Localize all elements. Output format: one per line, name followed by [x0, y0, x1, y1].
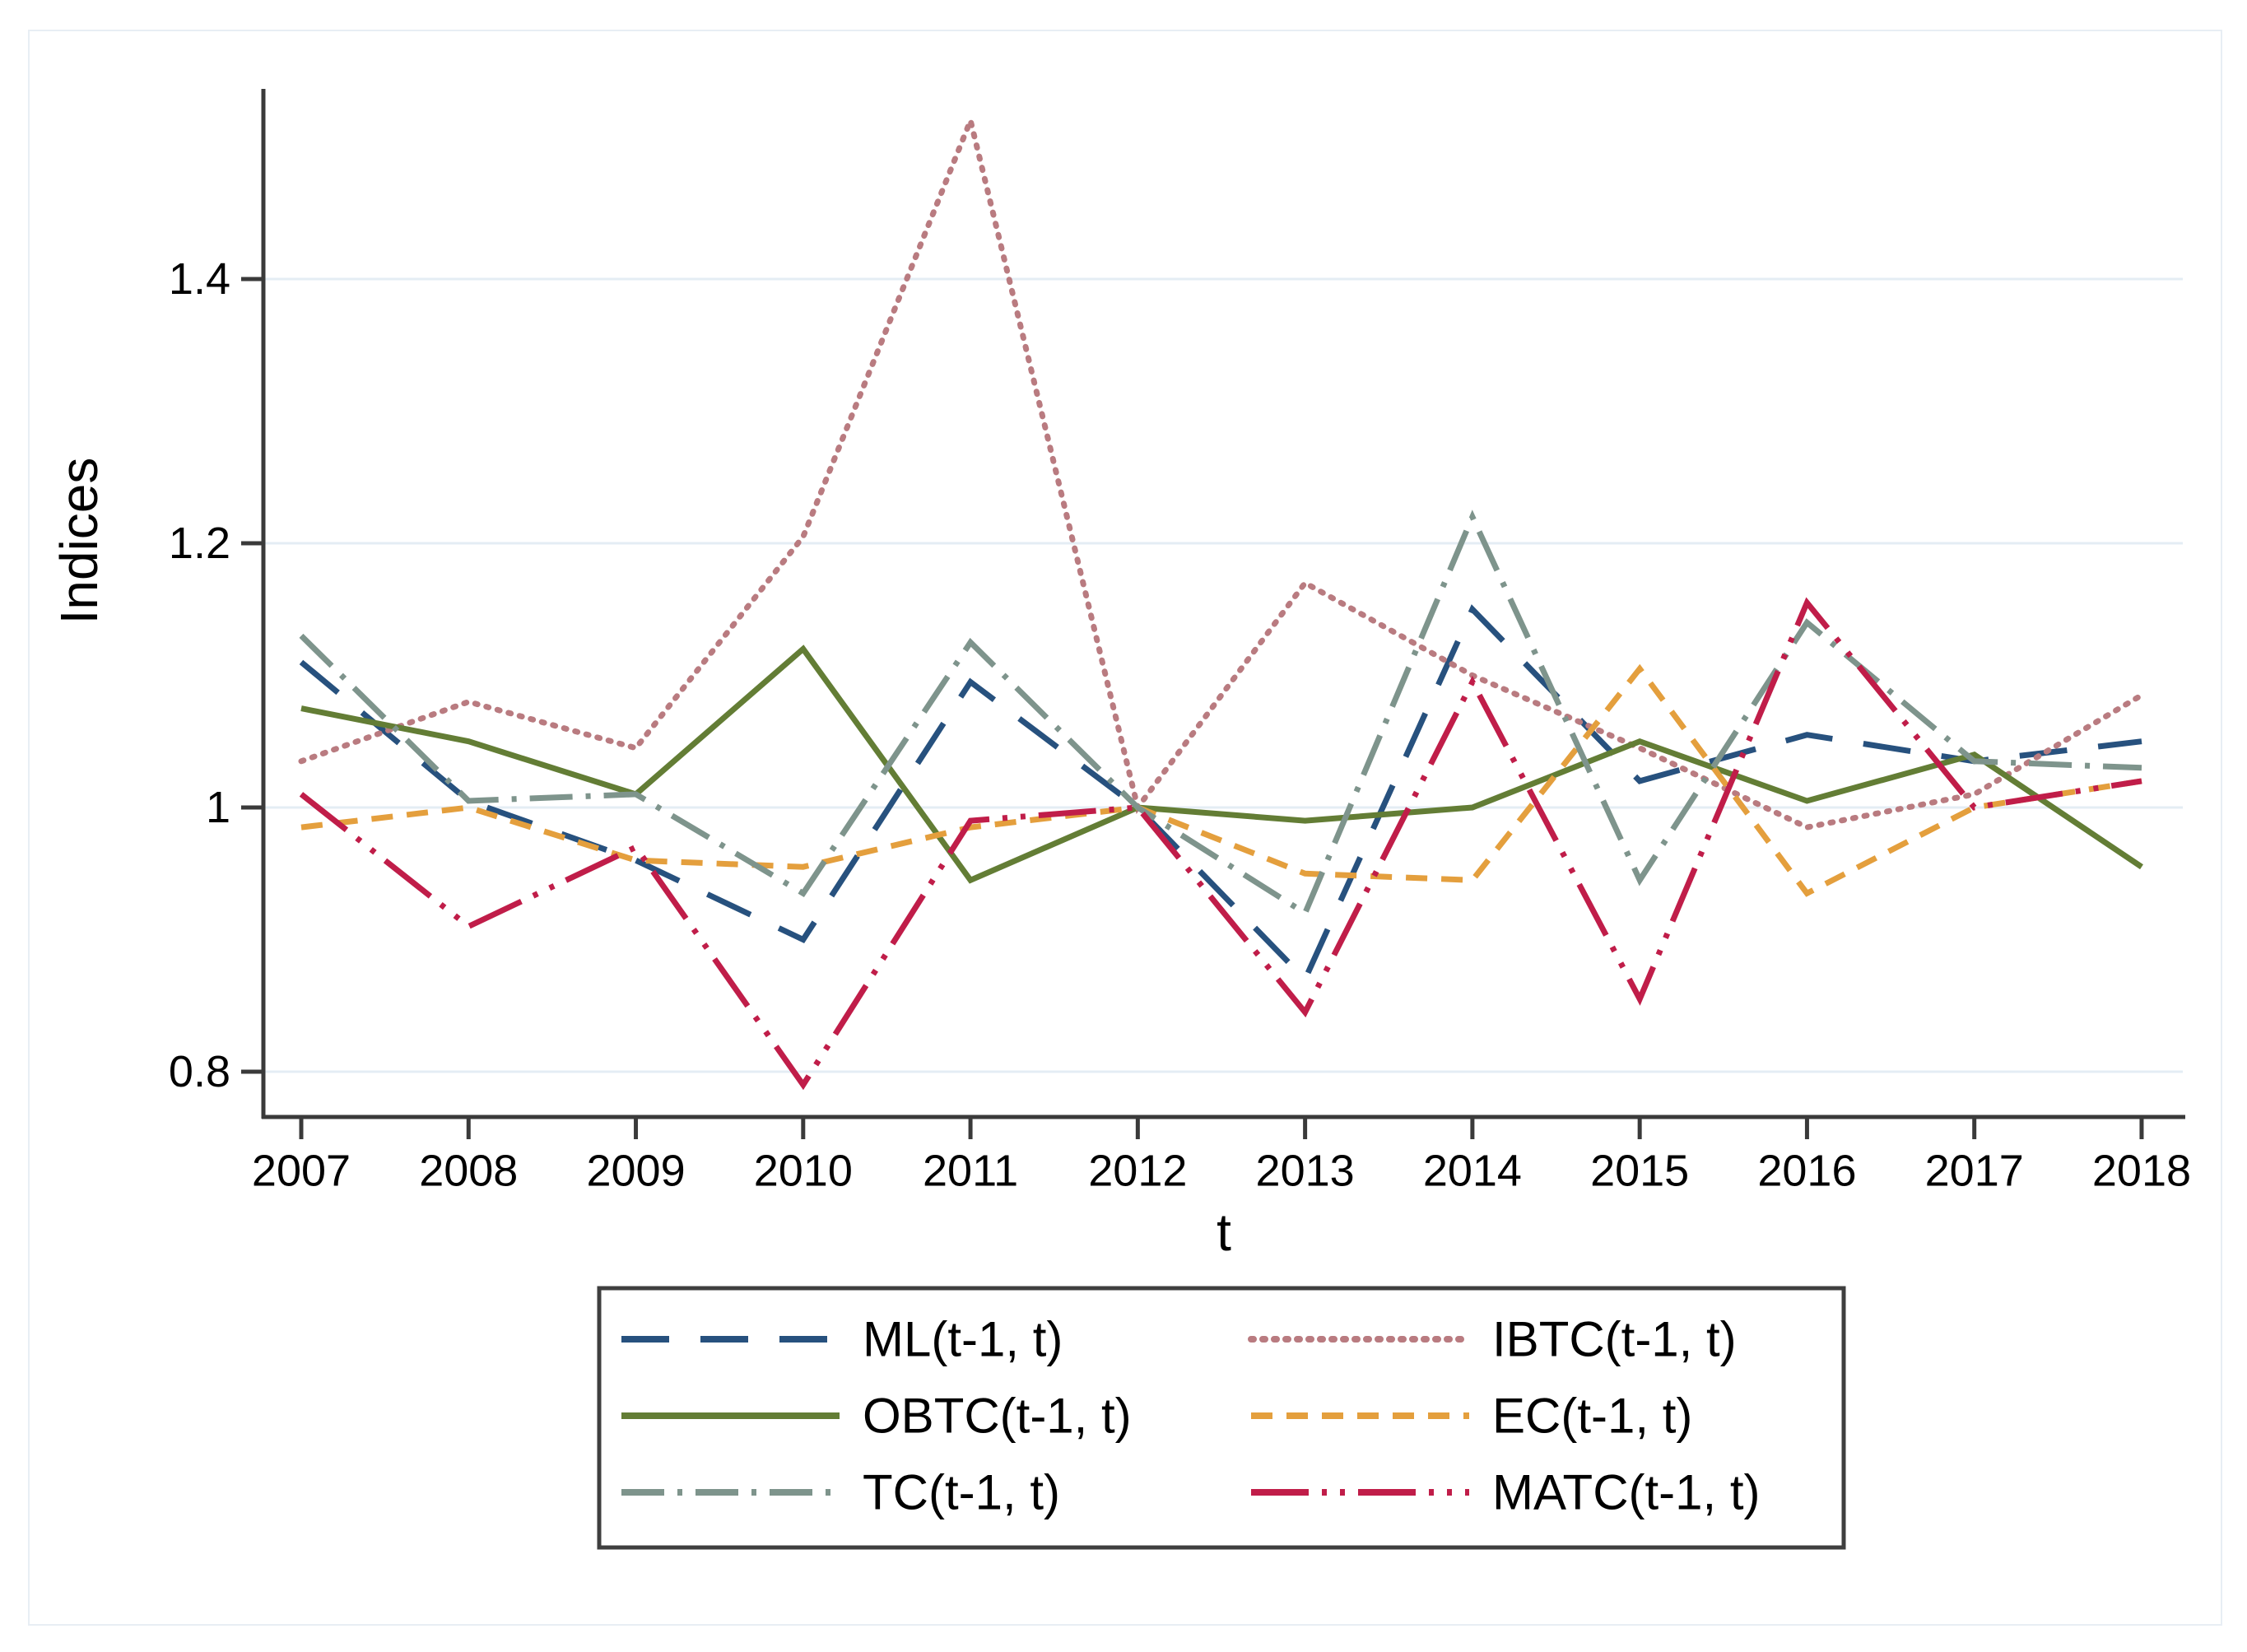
legend: ML(t-1, t) OBTC(t-1, t) TC(t-1, t) IBTC(t-1… [597, 1286, 1846, 1550]
x-tick-label-2014: 2014 [1423, 1146, 1522, 1195]
series-line-ibtc [298, 110, 2145, 831]
y-tick-label-1.2: 1.2 [169, 519, 230, 568]
legend-label-ibtc: IBTC(t-1, t) [1492, 1312, 1737, 1367]
x-tick-label-2012: 2012 [1088, 1146, 1187, 1195]
x-axis-title: t [1217, 1203, 1231, 1262]
gridlines [265, 277, 2183, 1073]
series-line-ec [300, 663, 2142, 897]
legend-label-ml: ML(t-1, t) [863, 1312, 1063, 1367]
legend-label-tc: TC(t-1, t) [863, 1465, 1060, 1520]
x-tick-label-2011: 2011 [923, 1146, 1018, 1195]
series-line-matc [299, 597, 2142, 1091]
series-line-obtc [300, 645, 2143, 884]
x-tick-label-2010: 2010 [754, 1146, 853, 1195]
x-tick-label-2007: 2007 [252, 1146, 351, 1195]
legend-label-obtc: OBTC(t-1, t) [863, 1389, 1132, 1444]
x-tick-label-2016: 2016 [1757, 1146, 1856, 1195]
axes: 0.8 1 1.2 1.4 2007 2008 2009 2010 2011 2012 2013 20… [169, 89, 2191, 1195]
series-line-ml [299, 604, 2142, 984]
x-tick-label-2009: 2009 [586, 1146, 685, 1195]
legend-label-matc: MATC(t-1, t) [1492, 1465, 1761, 1520]
x-tick-label-2008: 2008 [419, 1146, 518, 1195]
x-tick-label-2015: 2015 [1590, 1146, 1689, 1195]
y-tick-label-1: 1 [206, 783, 230, 832]
y-axis-title: Indices [49, 458, 109, 625]
y-tick-label-0.8: 0.8 [169, 1047, 230, 1096]
legend-label-ec: EC(t-1, t) [1492, 1389, 1692, 1444]
series-line-tc [299, 510, 2142, 918]
x-tick-label-2018: 2018 [2092, 1146, 2191, 1195]
y-tick-label-1.4: 1.4 [169, 254, 230, 304]
x-tick-label-2017: 2017 [1925, 1146, 2024, 1195]
data-series [298, 110, 2145, 1091]
x-tick-label-2013: 2013 [1256, 1146, 1355, 1195]
